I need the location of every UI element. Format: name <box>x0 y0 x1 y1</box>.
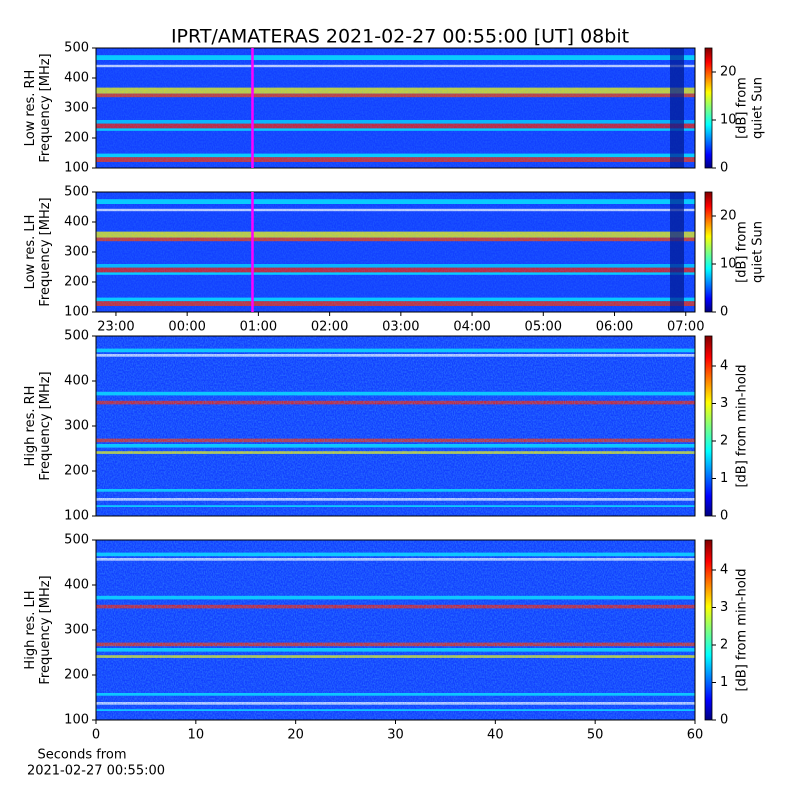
y-axis-label: Frequency [MHz] <box>38 53 53 162</box>
x-tick-label: 06:00 <box>596 320 633 335</box>
colorbar <box>704 335 713 517</box>
y-axis-label: Frequency [MHz] <box>38 575 53 684</box>
x-tick-label: 03:00 <box>382 320 419 335</box>
colorbar <box>704 539 713 721</box>
colorbar-tick-label: 2 <box>720 434 728 449</box>
y-tick-label: 500 <box>64 533 89 548</box>
x-tick-label: 30 <box>387 728 404 743</box>
colorbar-label: [dB] from min-hold <box>735 568 750 691</box>
colorbar-tick-label: 20 <box>720 65 737 80</box>
colorbar-tick-label: 0 <box>720 305 728 320</box>
y-tick-label: 400 <box>64 71 89 86</box>
colorbar-tick-label: 1 <box>720 675 728 690</box>
colorbar <box>704 47 713 169</box>
y-tick-label: 300 <box>64 623 89 638</box>
colorbar-tick-label: 0 <box>720 161 728 176</box>
y-tick-label: 100 <box>64 305 89 320</box>
y-tick-label: 400 <box>64 374 89 389</box>
x-tick-label: 01:00 <box>240 320 277 335</box>
y-tick-label: 200 <box>64 668 89 683</box>
y-tick-label: 500 <box>64 329 89 344</box>
spectrogram-noise <box>96 336 695 516</box>
y-axis-label: Frequency [MHz] <box>38 371 53 480</box>
colorbar-tick-label: 2 <box>720 638 728 653</box>
x-tick-label: 07:00 <box>667 320 704 335</box>
y-axis-label: Low res. LH <box>23 215 38 290</box>
colorbar-label: [dB] from <box>735 77 750 139</box>
y-axis-label: Frequency [MHz] <box>38 197 53 306</box>
y-tick-label: 300 <box>64 419 89 434</box>
x-tick-label: 60 <box>687 728 704 743</box>
colorbar-label: quiet Sun <box>751 221 766 283</box>
figure-title: IPRT/AMATERAS 2021-02-27 00:55:00 [UT] 0… <box>171 26 629 48</box>
x-tick-label: 02:00 <box>311 320 348 335</box>
x-axis-label: Seconds from <box>37 748 126 763</box>
colorbar-label: [dB] from min-hold <box>735 364 750 487</box>
spectrogram-texture <box>670 192 684 312</box>
colorbar-tick-label: 0 <box>720 509 728 524</box>
spectrogram-noise <box>96 540 695 720</box>
colorbar-tick-label: 3 <box>720 396 728 411</box>
y-tick-label: 400 <box>64 578 89 593</box>
x-tick-label: 04:00 <box>453 320 490 335</box>
colorbar-label: [dB] from <box>735 221 750 283</box>
y-axis-label: High res. RH <box>23 386 38 467</box>
colorbar-tick-label: 0 <box>720 713 728 728</box>
colorbar-tick-label: 4 <box>720 359 728 374</box>
y-tick-label: 100 <box>64 713 89 728</box>
x-tick-label: 40 <box>487 728 504 743</box>
x-tick-label: 10 <box>188 728 205 743</box>
y-tick-label: 400 <box>64 215 89 230</box>
x-tick-label: 20 <box>287 728 304 743</box>
x-tick-label: 00:00 <box>168 320 205 335</box>
x-tick-label: 0 <box>92 728 100 743</box>
colorbar-tick-label: 3 <box>720 600 728 615</box>
colorbar <box>704 191 713 313</box>
x-axis-label: 2021-02-27 00:55:00 <box>27 764 165 779</box>
y-tick-label: 200 <box>64 275 89 290</box>
colorbar-label: quiet Sun <box>751 77 766 139</box>
y-axis-label: High res. LH <box>23 590 38 669</box>
colorbar-tick-label: 4 <box>720 563 728 578</box>
colorbar-tick-label: 20 <box>720 209 737 224</box>
y-tick-label: 300 <box>64 101 89 116</box>
y-tick-label: 500 <box>64 41 89 56</box>
y-tick-label: 100 <box>64 509 89 524</box>
x-tick-label: 50 <box>587 728 604 743</box>
y-axis-label: Low res. RH <box>23 70 38 147</box>
y-tick-label: 300 <box>64 245 89 260</box>
spectrogram-texture <box>670 48 684 168</box>
colorbar-tick-label: 1 <box>720 471 728 486</box>
spectrogram-noise <box>96 48 695 168</box>
y-tick-label: 200 <box>64 131 89 146</box>
y-tick-label: 500 <box>64 185 89 200</box>
y-tick-label: 100 <box>64 161 89 176</box>
colorbar-tick-label: 10 <box>720 257 737 272</box>
y-tick-label: 200 <box>64 464 89 479</box>
x-tick-label: 23:00 <box>97 320 134 335</box>
spectrogram-noise <box>96 192 695 312</box>
x-tick-label: 05:00 <box>525 320 562 335</box>
colorbar-tick-label: 10 <box>720 113 737 128</box>
